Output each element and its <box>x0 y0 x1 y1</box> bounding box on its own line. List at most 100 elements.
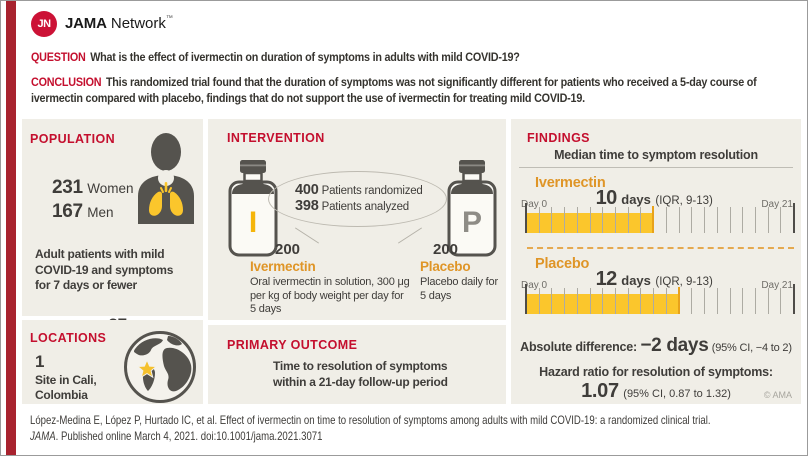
randomized-label: Patients randomized <box>321 184 423 197</box>
bar-day-cell <box>769 288 782 314</box>
bar-day-cell <box>731 207 744 233</box>
population-heading: POPULATION <box>30 132 116 146</box>
ivermectin-day-start: Day 0 <box>521 199 548 210</box>
placebo-arm: 200 Placebo Placebo daily for 5 days <box>420 241 506 303</box>
placebo-iqr: (IQR, 9-13) <box>655 276 713 288</box>
ivermectin-bar <box>525 203 795 233</box>
hazard-ratio-row: 1.07 (95% CI, 0.87 to 1.32) <box>511 380 801 403</box>
citation-journal: JAMA <box>30 428 56 443</box>
sex-counts: 231 Women 167 Men <box>52 176 195 224</box>
absolute-difference-row: Absolute difference: −2 days (95% CI, −4… <box>511 335 801 357</box>
men-label: Men <box>87 205 114 220</box>
bar-day-cell <box>718 288 731 314</box>
primary-outcome-heading: PRIMARY OUTCOME <box>227 338 358 352</box>
analyzed-label: Patients analyzed <box>321 201 410 213</box>
bar-day-cell <box>731 288 744 314</box>
women-label: Women <box>87 181 134 196</box>
bar-day-cell <box>705 288 718 314</box>
copyright-notice: © AMA <box>763 390 792 400</box>
women-count-row: 231 Women <box>52 176 195 200</box>
conclusion-text: This randomized trial found that the dur… <box>31 75 757 105</box>
randomized-row: 400 Patients randomized <box>295 181 446 200</box>
ivermectin-arm-description: Oral ivermectin in solution, 300 μg per … <box>250 276 410 315</box>
bar-day-cell <box>539 288 553 314</box>
bar-day-cell <box>666 287 680 314</box>
placebo-day-start: Day 0 <box>521 280 548 291</box>
brand-name: JAMA Network™ <box>65 15 173 32</box>
bar-day-cell <box>577 288 591 314</box>
vial-letter-i: I <box>249 206 257 239</box>
findings-heading: FINDINGS <box>527 131 590 145</box>
bar-day-cell <box>769 207 782 233</box>
conclusion-line: CONCLUSION This randomized trial found t… <box>31 74 792 106</box>
bar-day-cell <box>552 288 566 314</box>
bar-day-cell <box>743 288 756 314</box>
bar-day-cell <box>667 207 680 233</box>
ivermectin-arm-name: Ivermectin <box>250 259 316 274</box>
ivermectin-result-label: Ivermectin <box>535 175 606 191</box>
analyzed-row: 398 Patients analyzed <box>295 198 446 216</box>
randomized-count: 400 <box>295 181 319 198</box>
site-description: Site in Cali, Colombia <box>35 373 97 402</box>
intervention-heading: INTERVENTION <box>227 131 325 145</box>
absolute-difference-label: Absolute difference: <box>520 340 638 354</box>
bar-day-cell <box>756 288 769 314</box>
ivermectin-day-end: Day 21 <box>761 199 793 210</box>
bar-day-cell <box>680 207 693 233</box>
bar-day-cell <box>781 288 794 314</box>
findings-panel: FINDINGS Median time to symptom resoluti… <box>511 119 801 404</box>
brand-jama: JAMA <box>65 15 107 32</box>
placebo-value-row: Day 0 12 days (IQR, 9-13) Day 21 <box>521 269 793 292</box>
bar-day-cell <box>603 207 617 233</box>
logo-initials: JN <box>37 17 51 30</box>
analyzed-count: 398 <box>295 198 319 214</box>
citation-line-2: JAMA. Published online March 4, 2021. do… <box>30 429 798 445</box>
bar-day-cell <box>641 288 655 314</box>
question-text: What is the effect of ivermectin on dura… <box>90 50 520 64</box>
randomization-ellipse: 400 Patients randomized 398 Patients ana… <box>268 171 447 227</box>
placebo-vial-icon: P <box>447 160 497 257</box>
bar-day-cell <box>705 207 718 233</box>
absolute-difference-ci: (95% CI, −4 to 2) <box>711 342 792 354</box>
bar-day-cell <box>628 288 642 314</box>
bar-day-cell <box>527 207 540 233</box>
placebo-median-unit: days <box>621 273 651 288</box>
bar-day-cell <box>692 207 705 233</box>
ivermectin-iqr: (IQR, 9-13) <box>655 195 713 207</box>
header: JN JAMA Network™ QUESTION What is the ef… <box>31 10 807 106</box>
trademark-symbol: ™ <box>165 15 173 22</box>
jama-network-logo-icon: JN <box>31 10 57 37</box>
citation-rest: . Published online March 4, 2021. doi:10… <box>55 428 323 443</box>
bar-day-cell <box>781 207 794 233</box>
bar-day-cell <box>654 288 667 314</box>
conclusion-label: CONCLUSION <box>31 75 102 89</box>
bar-day-cell <box>641 206 655 233</box>
bar-day-cell <box>590 288 604 314</box>
bar-day-cell <box>692 288 705 314</box>
bar-day-cell <box>628 207 642 233</box>
bar-day-cell <box>565 288 578 314</box>
placebo-arm-description: Placebo daily for 5 days <box>420 276 498 302</box>
intervention-panel: INTERVENTION I P 400 Patients randomized… <box>208 119 506 320</box>
ivermectin-vial-icon: I <box>228 160 278 257</box>
site-star-icon <box>136 358 158 379</box>
population-description: Adult patients with mild COVID-19 and sy… <box>35 247 174 292</box>
locations-heading: LOCATIONS <box>30 331 107 345</box>
population-panel: POPULATION 231 Women 167 Men Adult patie… <box>22 119 203 334</box>
globe-icon <box>124 331 196 403</box>
women-count: 231 <box>52 177 83 198</box>
hazard-ratio-ci: (95% CI, 0.87 to 1.32) <box>623 388 731 400</box>
hazard-ratio-value: 1.07 <box>581 380 619 402</box>
bar-day-cell <box>527 288 540 314</box>
citation: López-Medina E, López P, Hurtado IC, et … <box>30 413 798 444</box>
brand: JN JAMA Network™ <box>31 10 807 37</box>
bar-day-cell <box>539 207 553 233</box>
ivermectin-arm-count: 200 <box>275 241 301 258</box>
accent-bar <box>6 1 16 455</box>
locations-panel: LOCATIONS 1 Site in Cali, Colombia <box>22 320 203 404</box>
placebo-bar <box>525 284 795 314</box>
men-count: 167 <box>52 201 83 222</box>
bar-day-cell <box>680 288 693 314</box>
bar-day-cell <box>756 207 769 233</box>
